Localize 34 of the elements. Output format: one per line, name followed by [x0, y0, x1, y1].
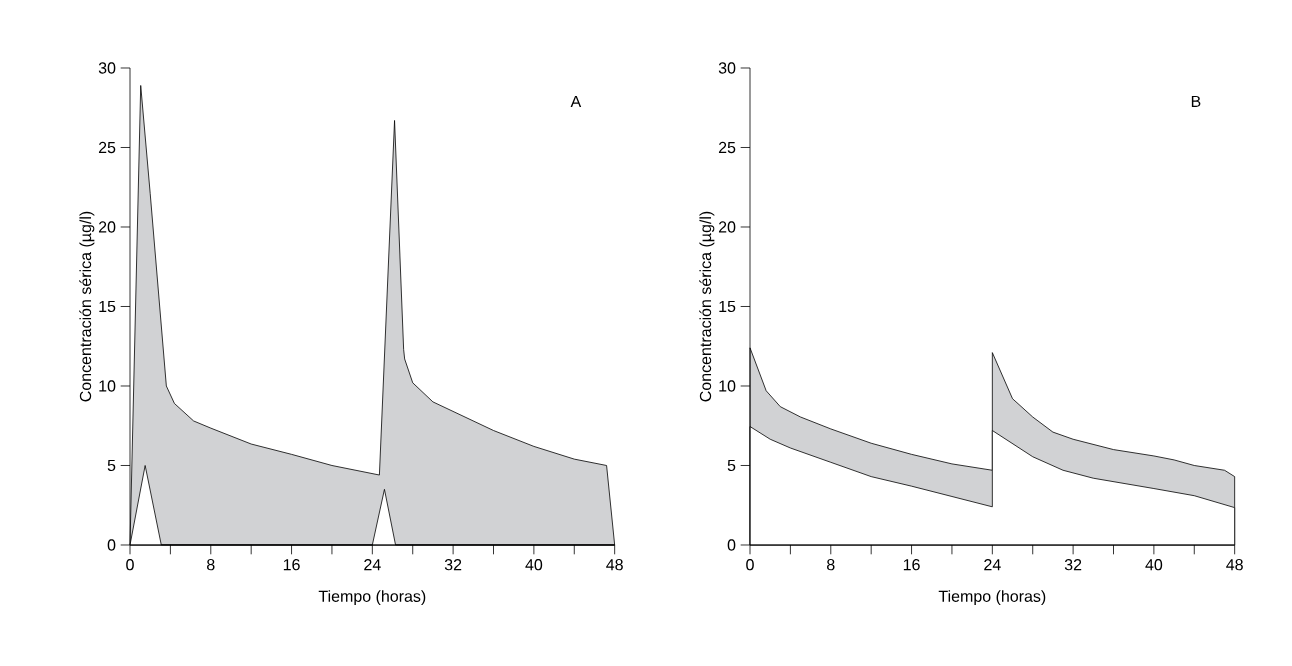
y-tick-label: 10 — [99, 380, 116, 392]
y-tick-label: 0 — [727, 539, 736, 551]
x-tick-label: 48 — [1226, 559, 1243, 571]
y-tick-label: 20 — [718, 221, 736, 233]
y-tick-label: 5 — [107, 459, 116, 472]
y-tick-label: 0 — [107, 539, 116, 551]
y-tick-label: 30 — [718, 62, 736, 74]
x-tick-label: 16 — [283, 559, 300, 571]
x-tick-label: 0 — [746, 559, 754, 571]
y-tick-label: 15 — [719, 300, 736, 313]
y-axis-title: Concentración sérica (µg/l) — [699, 211, 715, 402]
x-tick-label: 0 — [126, 559, 134, 571]
x-axis-title: Tiempo (horas) — [938, 590, 1046, 606]
y-tick-label: 25 — [98, 141, 116, 154]
y-tick-label: 5 — [727, 459, 736, 472]
x-tick-label: 8 — [827, 559, 835, 571]
x-tick-label: 24 — [364, 559, 381, 571]
x-tick-label: 40 — [1145, 559, 1163, 571]
x-tick-label: 32 — [1064, 559, 1082, 571]
x-axis-title: Tiempo (horas) — [318, 590, 426, 606]
x-tick-label: 24 — [984, 559, 1001, 571]
y-tick-label: 30 — [98, 62, 116, 74]
y-tick-label: 25 — [718, 141, 736, 154]
annotation: B — [1191, 95, 1201, 107]
x-tick-label: 40 — [525, 559, 543, 571]
annotation: A — [570, 95, 582, 107]
x-tick-label: 48 — [606, 559, 623, 571]
x-tick-label: 8 — [207, 559, 215, 571]
y-tick-label: 20 — [98, 221, 116, 233]
x-tick-label: 32 — [444, 559, 462, 571]
x-tick-label: 16 — [903, 559, 920, 571]
y-tick-label: 10 — [719, 380, 736, 392]
y-axis-title: Concentración sérica (µg/l) — [79, 211, 95, 402]
y-tick-label: 15 — [99, 300, 116, 313]
